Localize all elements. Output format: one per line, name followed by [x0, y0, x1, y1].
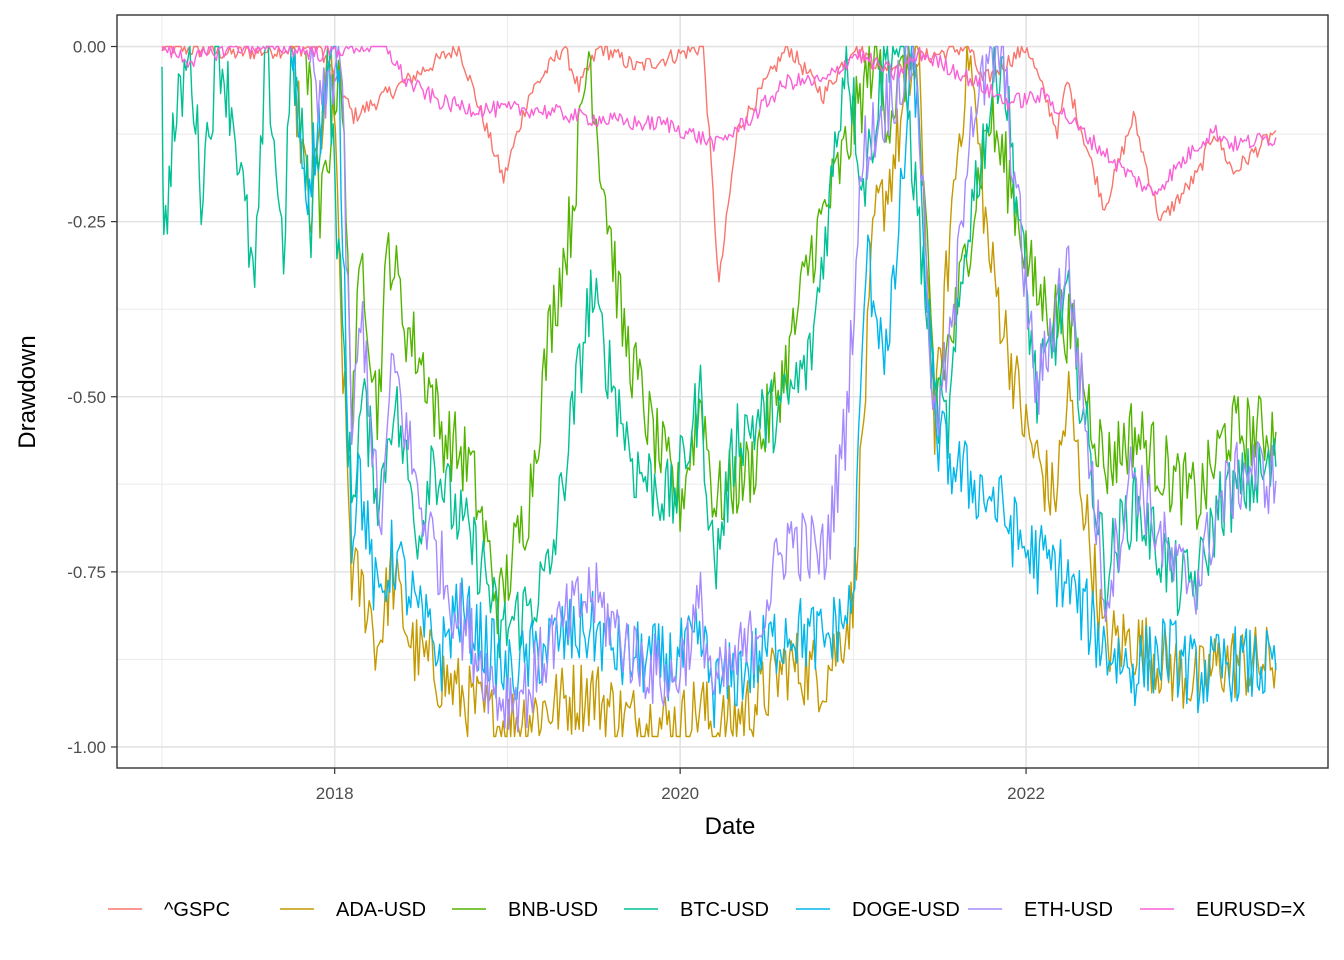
x-tick-label: 2018 — [316, 784, 354, 803]
x-axis-title: Date — [705, 813, 756, 840]
plot-frame — [116, 14, 1329, 769]
panel-border — [116, 14, 1329, 769]
x-tick-label: 2020 — [661, 784, 699, 803]
series-line-btc-usd — [161, 45, 1277, 659]
x-axis: 2018 2020 2022 — [316, 768, 1045, 803]
y-axis: 0.00 -0.25 -0.50 -0.75 -1.00 — [67, 38, 117, 757]
legend-label-ada-usd: ADA-USD — [336, 899, 426, 921]
series-line-gspc — [161, 45, 1277, 283]
series-line-bnb-usd — [305, 45, 1277, 635]
legend: ^GSPC ADA-USD BNB-USD BTC-USD DOGE-USD ETH-US… — [108, 899, 1305, 921]
series-line-eurusd-x — [161, 45, 1277, 197]
y-tick-label: -1.00 — [67, 738, 106, 757]
y-tick-label: -0.50 — [67, 388, 106, 407]
legend-label-doge-usd: DOGE-USD — [852, 899, 960, 921]
y-tick-label: -0.25 — [67, 213, 106, 232]
legend-label-eth-usd: ETH-USD — [1024, 899, 1113, 921]
series-lines — [161, 45, 1277, 738]
y-tick-label: -0.75 — [67, 563, 106, 582]
legend-label-btc-usd: BTC-USD — [680, 899, 769, 921]
legend-label-eurusd-x: EURUSD=X — [1196, 899, 1305, 921]
series-line-ada-usd — [291, 45, 1277, 738]
series-line-eth-usd — [309, 45, 1277, 733]
legend-label-gspc: ^GSPC — [164, 899, 230, 921]
series-line-doge-usd — [290, 45, 1277, 729]
y-axis-title: Drawdown — [14, 335, 41, 448]
y-tick-label: 0.00 — [73, 38, 106, 57]
legend-label-bnb-usd: BNB-USD — [508, 899, 598, 921]
x-tick-label: 2022 — [1007, 784, 1045, 803]
